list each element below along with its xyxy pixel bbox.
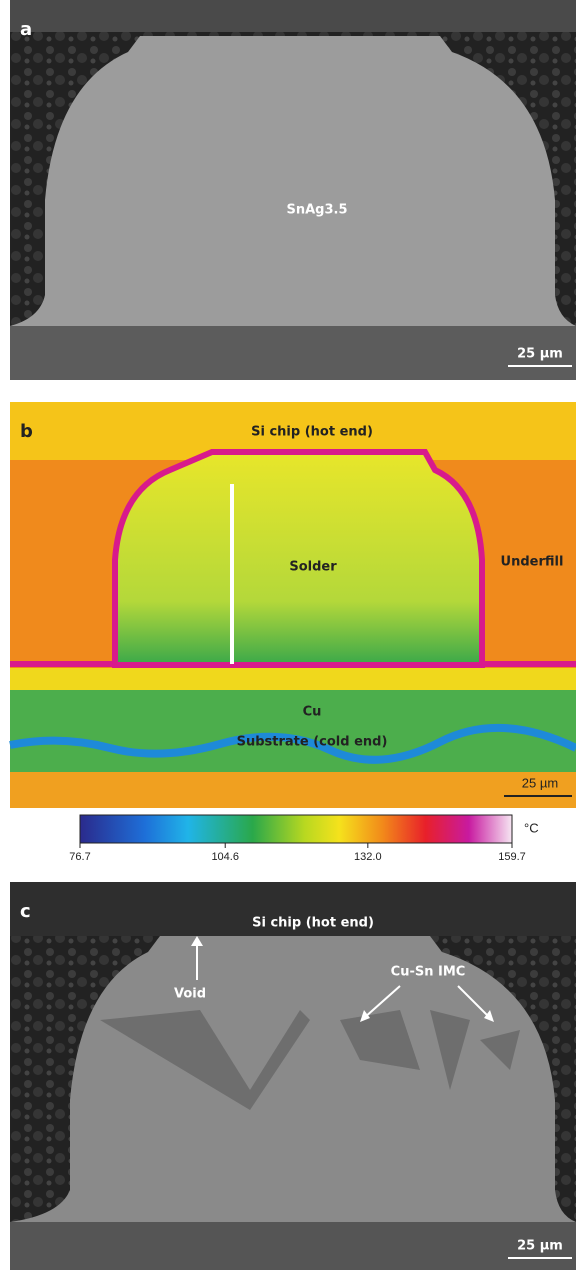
- annotation: SnAg3.5: [286, 203, 347, 218]
- panel-a: a SnAg3.5 25 µm: [10, 0, 576, 380]
- annotation: Si chip (hot end): [251, 425, 373, 440]
- panel-c: c Si chip (hot end) Void Cu-Sn IMC 25 µm: [10, 882, 576, 1270]
- scale-label: 25 µm: [522, 775, 558, 790]
- annotation: Solder: [289, 560, 337, 575]
- panel-label: c: [20, 901, 31, 922]
- substrate: [10, 326, 576, 380]
- colorbar-unit: °C: [524, 820, 539, 835]
- figure: a SnAg3.5 25 µm b Si chip (hot end) Sold…: [0, 0, 576, 1270]
- annotation: Cu-Sn IMC: [391, 965, 466, 980]
- colorbar-tick-label: 104.6: [211, 851, 239, 863]
- solder-bump: [115, 452, 482, 665]
- scale-label: 25 µm: [517, 1239, 563, 1254]
- annotation: Underfill: [501, 555, 564, 570]
- annotation: Cu: [303, 705, 322, 720]
- solder-bump: [10, 36, 576, 326]
- annotation: Void: [174, 987, 206, 1002]
- panel-label: b: [20, 421, 33, 442]
- annotation: Si chip (hot end): [252, 916, 374, 931]
- substrate: [10, 690, 576, 775]
- colorbar: °C 76.7 104.6 132.0 159.7: [69, 815, 538, 863]
- panel-label: a: [20, 19, 32, 40]
- cu-layer: [10, 668, 576, 690]
- colorbar-tick-label: 132.0: [354, 851, 382, 863]
- colorbar-tick-label: 76.7: [69, 851, 90, 863]
- chip: [10, 0, 576, 32]
- bottom: [10, 772, 576, 808]
- scale-label: 25 µm: [517, 347, 563, 362]
- panel-b: b Si chip (hot end) Solder Underfill Cu …: [10, 402, 576, 808]
- colorbar-tick-label: 159.7: [498, 851, 526, 863]
- colorbar-ramp: [80, 815, 512, 843]
- substrate: [10, 1222, 576, 1270]
- annotation: Substrate (cold end): [237, 735, 388, 750]
